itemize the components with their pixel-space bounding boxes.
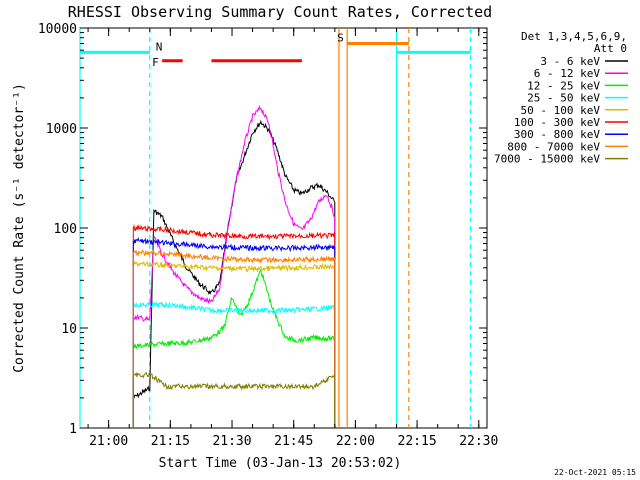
series-line-3 [132, 300, 336, 428]
flag-label-0: N [156, 40, 163, 53]
x-tick-label-2: 21:30 [212, 434, 251, 449]
series-line-4 [132, 260, 336, 428]
legend-label-3: 25 - 50 keV [527, 92, 600, 105]
series-line-6 [132, 236, 336, 428]
legend-label-1: 6 - 12 keV [534, 67, 601, 80]
flag-label-1: F [152, 56, 159, 69]
x-axis-label: Start Time (03-Jan-13 20:53:02) [159, 456, 402, 471]
marker-lines [79, 28, 472, 428]
series-line-0 [132, 119, 336, 428]
legend-header-1: Att 0 [594, 42, 627, 55]
legend-header-0: Det 1,3,4,5,6,9, [521, 30, 627, 43]
legend-label-5: 100 - 300 keV [514, 116, 600, 129]
series-line-5 [132, 224, 336, 428]
legend-label-2: 12 - 25 keV [527, 79, 600, 92]
axes: 21:00 21:15 21:30 21:45 22:00 22:15 22:30 1 10 10… [38, 22, 498, 449]
series-lines [132, 104, 336, 428]
flag-bars: NF S [80, 31, 471, 69]
flag-label-2: S [337, 31, 344, 44]
x-tick-label-1: 21:15 [151, 434, 190, 449]
footer-date: 22-Oct-2021 05:15 [554, 468, 636, 477]
y-tick-label-2: 100 [54, 222, 77, 237]
x-tick-label-3: 21:45 [274, 434, 313, 449]
y-tick-label-3: 1000 [46, 122, 77, 137]
y-tick-label-1: 10 [61, 322, 77, 337]
y-tick-label-0: 1 [69, 422, 77, 437]
series-line-7 [132, 249, 336, 428]
legend-label-8: 7000 - 15000 keV [494, 153, 600, 166]
y-tick-label-4: 10000 [38, 22, 77, 37]
series-line-1 [132, 104, 336, 428]
legend-label-0: 3 - 6 keV [540, 55, 600, 68]
legend-label-4: 50 - 100 keV [521, 104, 601, 117]
chart-title: RHESSI Observing Summary Count Rates, Co… [68, 3, 492, 21]
x-tick-label-5: 22:15 [398, 434, 437, 449]
legend-label-7: 800 - 7000 keV [507, 140, 600, 153]
legend-label-6: 300 - 800 keV [514, 128, 600, 141]
series-line-2 [132, 268, 336, 428]
series-line-8 [132, 371, 336, 428]
x-tick-label-6: 22:30 [459, 434, 498, 449]
x-tick-label-4: 22:00 [336, 434, 375, 449]
y-axis-label: Corrected Count Rate (s⁻¹ detector⁻¹) [12, 83, 27, 373]
x-tick-label-0: 21:00 [89, 434, 128, 449]
